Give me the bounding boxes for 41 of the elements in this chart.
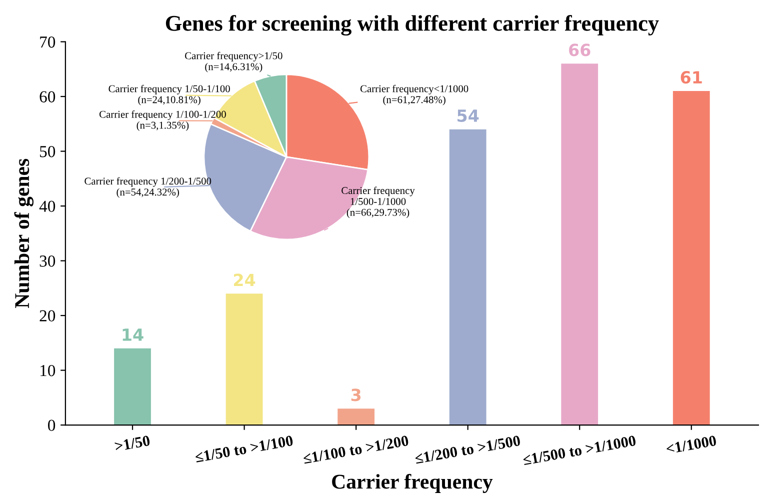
x-tick-label: ≤1/500 to >1/1000 — [522, 435, 636, 466]
data-label: 54 — [458, 110, 479, 122]
y-tick-label: 30 — [40, 255, 56, 267]
data-label: (n=66,29.73%) — [346, 208, 410, 218]
x-tick-label: ≤1/200 to >1/500 — [414, 435, 521, 464]
x-tick-label: ≤1/100 to >1/200 — [302, 435, 409, 464]
data-label: 61 — [680, 71, 702, 84]
chart-title: Genes for screening with different carrier frequency — [166, 14, 659, 36]
data-label: 3 — [351, 388, 361, 402]
y-tick-label: 70 — [40, 36, 56, 48]
y-tick-label: 50 — [40, 146, 56, 158]
bar — [114, 348, 151, 426]
bar — [226, 294, 263, 426]
data-label: (n=24,10.81%) — [138, 96, 200, 106]
bar — [338, 408, 375, 426]
slice-label: Carrier frequency 1/500-1/1000 — [342, 186, 415, 205]
data-label: (n=14,6.31%) — [205, 62, 262, 72]
bar — [449, 129, 486, 426]
y-tick-label: 10 — [40, 364, 56, 376]
data-label: 14 — [122, 328, 144, 341]
slice-label: Carrier frequency 1/200-1/500 — [84, 177, 212, 187]
x-tick-label: <1/1000 — [666, 435, 717, 454]
bar — [672, 91, 710, 426]
data-label: (n=54,24.32%) — [116, 188, 179, 198]
y-axis-title: Number of genes — [14, 158, 34, 308]
x-axis-title: Carrier frequency — [332, 474, 493, 494]
y-tick-label: 20 — [40, 310, 56, 322]
data-label: (n=61,27.48%) — [383, 96, 446, 106]
y-tick-label: 60 — [40, 91, 56, 102]
slice-label: Carrier frequency<1/1000 — [360, 84, 468, 94]
y-tick-label: 40 — [39, 200, 56, 212]
x-tick-label: >1/50 — [114, 435, 150, 452]
bar — [561, 64, 598, 426]
data-label: (n=3,1.35%) — [136, 121, 189, 131]
y-tick-label: 0 — [48, 420, 56, 431]
data-label: 24 — [234, 274, 256, 286]
data-label: 66 — [569, 44, 590, 56]
x-tick-label: ≤1/50 to >1/100 — [194, 435, 294, 462]
slice-label: Carrier frequency 1/50-1/100 — [108, 84, 230, 94]
slice-label: Carrier frequency>1/50 — [185, 52, 282, 62]
slice-label: Carrier frequency 1/100-1/200 — [99, 110, 226, 120]
